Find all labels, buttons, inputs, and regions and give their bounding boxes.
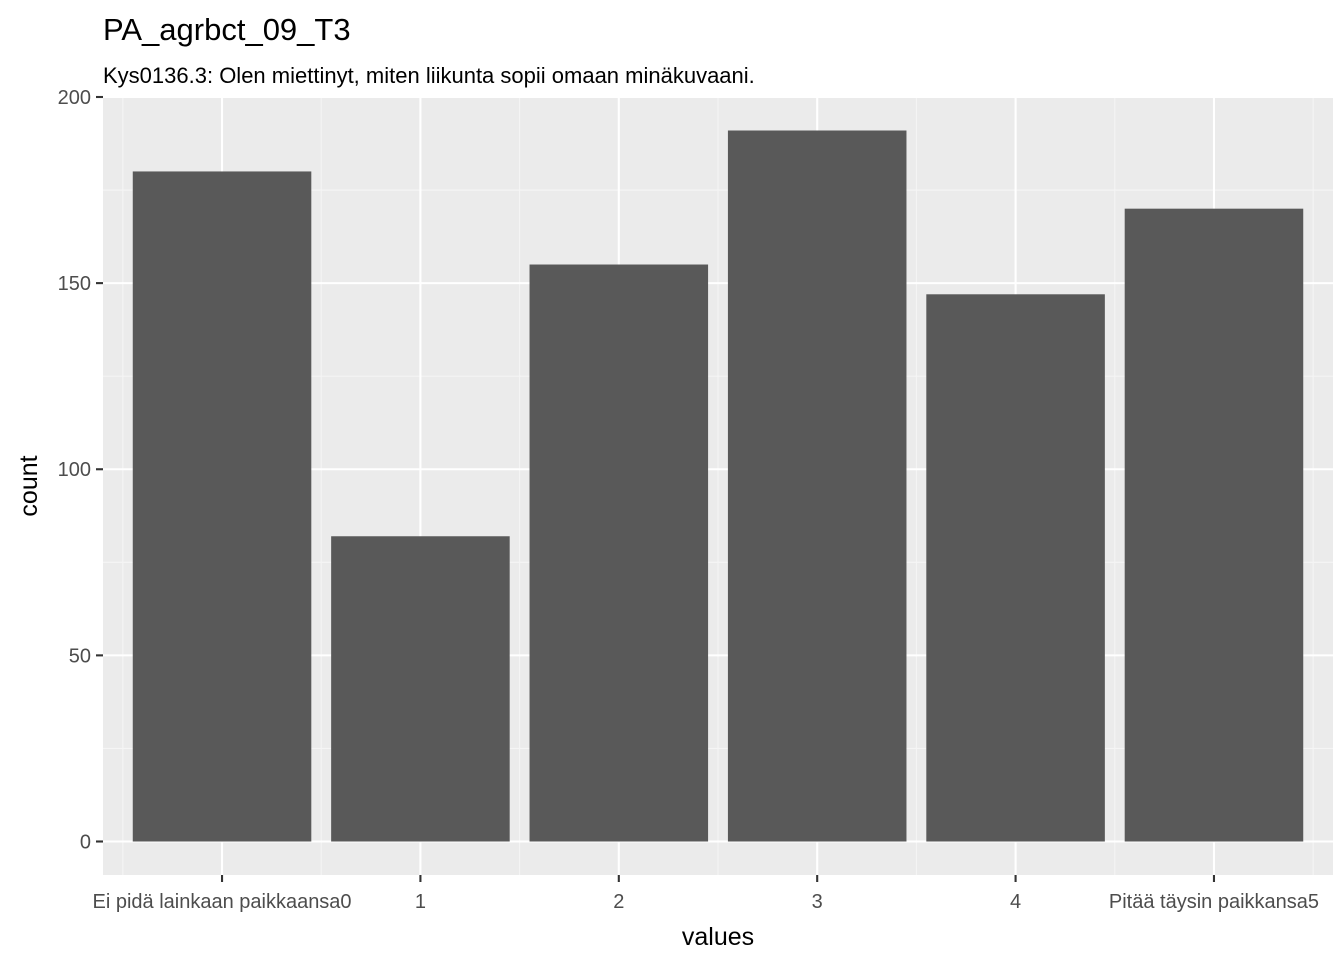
x-axis: Ei pidä lainkaan paikkaansa0 1 2 3 4 Pitää tä… (92, 875, 1319, 913)
bar (331, 536, 510, 842)
x-axis-title: values (682, 923, 754, 951)
bar (926, 294, 1105, 842)
y-axis: 0 50 100 150 200 (58, 87, 103, 853)
bars (132, 130, 1304, 842)
bar (727, 130, 907, 842)
x-tick-label: 1 (415, 891, 426, 913)
bar (132, 171, 312, 842)
x-tick-label: Pitää täysin paikkansa5 (1109, 891, 1319, 913)
bar (1124, 208, 1304, 842)
y-tick-label: 150 (58, 273, 91, 295)
y-tick-label: 50 (69, 645, 91, 667)
chart-subtitle: Kys0136.3: Olen miettinyt, miten liikunt… (103, 63, 755, 88)
y-tick-label: 100 (58, 459, 91, 481)
chart-title: PA_agrbct_09_T3 (103, 12, 351, 47)
y-tick-label: 200 (58, 87, 91, 109)
y-tick-label: 0 (80, 831, 91, 853)
x-tick-label: 3 (812, 891, 823, 913)
bar (529, 264, 709, 842)
y-axis-title: count (15, 455, 43, 516)
x-tick-label: 4 (1010, 891, 1021, 913)
x-tick-label: 2 (613, 891, 624, 913)
x-tick-label: Ei pidä lainkaan paikkaansa0 (92, 891, 351, 913)
